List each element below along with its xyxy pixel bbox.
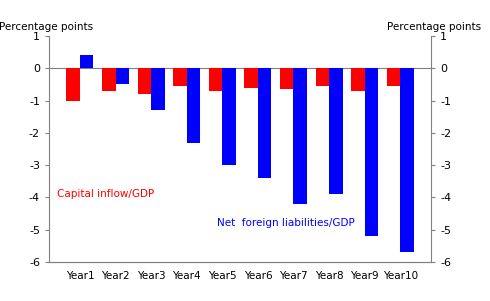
Bar bbox=[116, 68, 129, 85]
Bar bbox=[209, 68, 222, 91]
Bar bbox=[66, 68, 80, 101]
Bar bbox=[138, 68, 151, 94]
Text: Net  foreign liabilities/GDP: Net foreign liabilities/GDP bbox=[217, 219, 355, 228]
Bar bbox=[173, 68, 187, 86]
Text: Percentage points: Percentage points bbox=[0, 22, 94, 32]
Bar bbox=[365, 68, 378, 236]
Bar bbox=[258, 68, 271, 178]
Bar bbox=[316, 68, 329, 86]
Bar bbox=[80, 55, 94, 68]
Bar bbox=[187, 68, 200, 143]
Bar bbox=[351, 68, 365, 91]
Bar bbox=[294, 68, 307, 204]
Bar bbox=[151, 68, 165, 110]
Text: Capital inflow/GDP: Capital inflow/GDP bbox=[57, 189, 154, 199]
Bar bbox=[400, 68, 414, 252]
Bar bbox=[102, 68, 116, 91]
Bar bbox=[222, 68, 236, 165]
Bar bbox=[280, 68, 294, 89]
Bar bbox=[387, 68, 400, 86]
Bar bbox=[329, 68, 343, 194]
Bar bbox=[245, 68, 258, 88]
Text: Percentage points: Percentage points bbox=[387, 22, 481, 32]
